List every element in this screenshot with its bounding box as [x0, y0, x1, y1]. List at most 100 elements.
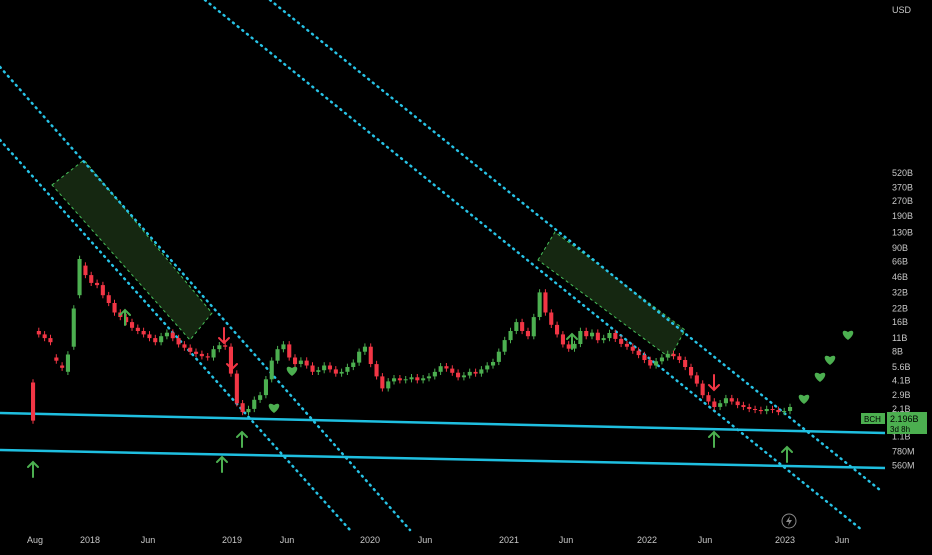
support-line-lower: [0, 448, 886, 470]
candle-body: [729, 398, 734, 402]
candle-body: [776, 410, 781, 413]
y-axis: USD 520B 370B 270B 190B 130B 90B 66B 46B 32B 22B 1…: [892, 5, 915, 471]
lightning-icon[interactable]: [781, 513, 797, 529]
candle-body: [403, 379, 408, 381]
down-arrow-icon: [226, 353, 238, 371]
candle-body: [712, 401, 717, 407]
candle-body: [269, 360, 274, 380]
candle-body: [258, 395, 263, 400]
candle-body: [368, 346, 373, 364]
candle-body: [467, 371, 472, 376]
candle-body: [642, 355, 647, 360]
candle-body: [42, 334, 47, 339]
x-tick-label: 2019: [222, 535, 242, 545]
candle-body: [735, 401, 740, 406]
candle-body: [48, 338, 53, 343]
candle-body: [624, 343, 629, 347]
up-arrow-icon: [781, 445, 793, 463]
candle-body: [31, 382, 36, 421]
x-tick-label: Jun: [280, 535, 295, 545]
dotted-trendlines: [0, 0, 882, 532]
candle-body: [584, 331, 589, 337]
candle-body: [764, 409, 769, 412]
dotted-trendline-4: [203, 0, 864, 532]
candle-body: [275, 349, 280, 361]
candle-body: [491, 362, 496, 366]
candle-body: [159, 336, 164, 343]
candle-body: [194, 351, 199, 354]
candle-body: [788, 407, 793, 411]
y-tick-label: 370B: [892, 183, 913, 193]
heart-icon: [814, 372, 826, 382]
candle-body: [409, 377, 414, 380]
y-tick-label: 90B: [892, 243, 908, 253]
candle-body: [153, 338, 158, 343]
candle-body: [327, 365, 332, 370]
candle-body: [683, 360, 688, 367]
heart-icon: [286, 366, 298, 376]
candle-body: [357, 351, 362, 363]
x-tick-label: Jun: [418, 535, 433, 545]
support-lines: [0, 411, 886, 470]
candle-body: [648, 360, 653, 366]
y-tick-label: 5.6B: [892, 362, 911, 372]
x-tick-label: 2018: [80, 535, 100, 545]
candle-body: [450, 368, 455, 373]
up-arrow-icon: [566, 332, 578, 350]
candle-body: [555, 324, 560, 335]
candle-body: [211, 349, 216, 358]
candle-body: [130, 322, 135, 328]
y-tick-label: 130B: [892, 228, 913, 238]
candle-body: [188, 347, 193, 352]
candle-body: [525, 331, 530, 337]
candle-body: [54, 357, 59, 361]
candle-body: [426, 376, 431, 379]
candle-body: [578, 331, 583, 344]
candle-body: [100, 285, 105, 296]
candle-body: [304, 360, 309, 366]
x-axis: Aug 2018 Jun 2019 Jun 2020 Jun 2021 Jun 2022 Jun 20…: [27, 535, 849, 545]
price-badge: BCH 2.196B 3d 8h: [861, 412, 927, 434]
candle-body: [619, 338, 624, 344]
candle-body: [654, 361, 659, 366]
candle-body: [706, 395, 711, 402]
candle-body: [316, 370, 321, 372]
up-arrow-icon: [236, 430, 248, 448]
x-tick-label: 2022: [637, 535, 657, 545]
heart-icon: [842, 330, 854, 340]
downtrend-channel-1: [51, 159, 213, 341]
candle-body: [502, 340, 507, 352]
candle-body: [199, 353, 204, 357]
candle-body: [298, 360, 303, 364]
y-tick-label: 270B: [892, 196, 913, 206]
candle-body: [421, 378, 426, 381]
x-tick-label: 2023: [775, 535, 795, 545]
up-arrow-icon: [216, 455, 228, 473]
candle-body: [374, 364, 379, 377]
dotted-trendline-3: [268, 0, 882, 492]
candle-body: [351, 362, 356, 367]
x-tick-label: Jun: [698, 535, 713, 545]
candle-body: [723, 398, 728, 404]
candle-body: [537, 292, 542, 317]
up-arrow-icon: [708, 430, 720, 448]
candle-body: [89, 275, 94, 283]
candle-body: [485, 365, 490, 370]
candle-body: [217, 345, 222, 350]
candle-body: [234, 373, 239, 404]
candle-body: [380, 376, 385, 389]
candle-body: [124, 317, 129, 323]
candle-body: [65, 354, 70, 372]
candle-body: [741, 405, 746, 407]
candle-body: [339, 371, 344, 374]
candles: [31, 255, 793, 424]
candle-body: [496, 351, 501, 362]
candle-body: [60, 365, 65, 368]
candle-body: [630, 346, 635, 351]
y-unit-label: USD: [892, 5, 912, 15]
up-arrow-icon: [27, 460, 39, 478]
y-tick-label: 32B: [892, 287, 908, 297]
downtrend-channel-2: [537, 231, 686, 359]
candle-body: [543, 292, 548, 313]
y-tick-label: 22B: [892, 304, 908, 314]
